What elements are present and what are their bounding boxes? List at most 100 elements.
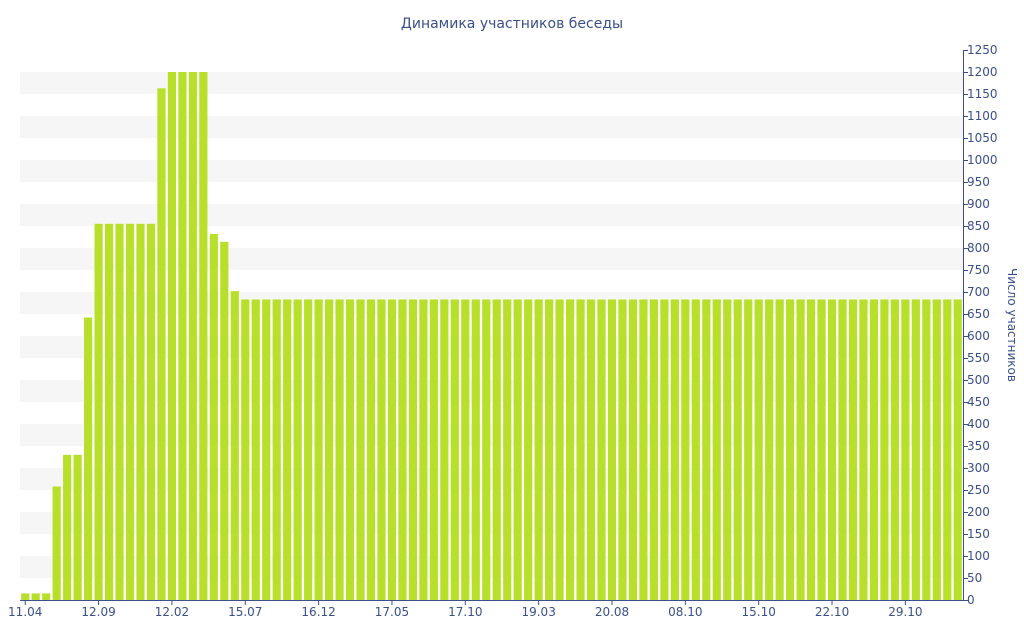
y-axis-label: Число участников: [1005, 268, 1019, 382]
bar: [125, 223, 135, 601]
bar: [890, 299, 899, 600]
bar: [356, 299, 365, 600]
bar: [136, 223, 145, 601]
x-tick-label: 11.04: [8, 605, 42, 619]
bar: [744, 299, 753, 600]
x-tick-label: 15.10: [742, 605, 776, 619]
y-tick-label: 1250: [967, 43, 998, 57]
x-tick-label: 22.10: [815, 605, 849, 619]
bar: [765, 299, 774, 600]
bar: [482, 299, 491, 600]
bar: [586, 299, 596, 600]
bar: [220, 241, 229, 600]
y-ticks: 0 50 100 150 200 250 300 350 400 450 500 550 600 650 7…: [963, 43, 998, 607]
bar: [943, 299, 952, 600]
bar: [52, 486, 61, 600]
bar: [670, 299, 679, 600]
bar: [806, 299, 816, 600]
bar: [230, 291, 239, 600]
y-tick-label: 150: [967, 527, 990, 541]
bar: [115, 223, 124, 601]
bar: [398, 299, 407, 600]
bar: [880, 299, 889, 600]
bar: [712, 299, 721, 600]
grid-band: [20, 116, 963, 138]
bar: [576, 299, 585, 600]
y-tick-label: 850: [967, 219, 990, 233]
bar: [628, 299, 638, 600]
y-tick-label: 50: [967, 571, 982, 585]
x-tick-label: 16.12: [301, 605, 335, 619]
y-tick-label: 950: [967, 175, 990, 189]
y-tick-label: 900: [967, 197, 990, 211]
bar: [681, 299, 690, 600]
y-tick-label: 700: [967, 285, 990, 299]
bar: [262, 299, 271, 600]
x-tick-label: 08.10: [668, 605, 702, 619]
y-tick-label: 200: [967, 505, 990, 519]
bar: [21, 593, 30, 600]
bar: [157, 88, 166, 600]
bar: [545, 299, 554, 600]
y-tick-label: 250: [967, 483, 990, 497]
grid-band: [20, 160, 963, 182]
y-tick-label: 1050: [967, 131, 998, 145]
bar: [869, 299, 879, 600]
y-tick-label: 800: [967, 241, 990, 255]
bar: [167, 72, 177, 600]
bar: [178, 72, 187, 600]
bar: [639, 299, 648, 600]
chart-title: Динамика участников беседы: [401, 16, 623, 32]
grid-band: [20, 204, 963, 226]
bar: [733, 299, 742, 600]
bar: [450, 299, 459, 600]
bar: [304, 299, 313, 600]
bar: [555, 299, 564, 600]
y-tick-label: 500: [967, 373, 990, 387]
bar: [408, 299, 418, 600]
bar: [503, 299, 512, 600]
bar: [251, 299, 260, 600]
bar: [649, 299, 658, 600]
bar: [429, 299, 438, 600]
y-tick-label: 1150: [967, 87, 998, 101]
bar: [838, 299, 847, 600]
bar: [786, 299, 795, 600]
bar: [932, 299, 941, 600]
grid-band: [20, 72, 963, 94]
bar: [534, 299, 543, 600]
bar: [618, 299, 627, 600]
bar: [911, 299, 920, 600]
bar: [607, 299, 617, 600]
bar: [104, 223, 114, 601]
bar: [241, 299, 250, 600]
bar: [513, 299, 522, 600]
bar: [492, 299, 501, 600]
bar: [146, 223, 156, 601]
y-tick-label: 600: [967, 329, 990, 343]
x-ticks: 11.04 12.09 12.02 15.07 16.12 17.05 17.10 19.03…: [8, 600, 923, 619]
x-tick-label: 17.10: [448, 605, 482, 619]
bar: [817, 299, 826, 600]
bar: [345, 299, 355, 600]
bar: [293, 299, 302, 600]
bar: [387, 299, 397, 600]
bar: [754, 299, 763, 600]
bar: [272, 299, 281, 600]
bar: [377, 299, 386, 600]
bar: [335, 299, 344, 600]
grid-band: [20, 248, 963, 270]
bar: [901, 299, 910, 600]
bar: [314, 299, 323, 600]
bar: [366, 299, 376, 600]
y-tick-label: 1100: [967, 109, 998, 123]
bar: [283, 299, 292, 600]
x-tick-label: 19.03: [521, 605, 555, 619]
bar: [188, 72, 197, 600]
bar: [199, 72, 208, 600]
bar: [565, 299, 575, 600]
bar: [691, 299, 700, 600]
bar: [796, 299, 805, 600]
bars: [21, 72, 962, 601]
